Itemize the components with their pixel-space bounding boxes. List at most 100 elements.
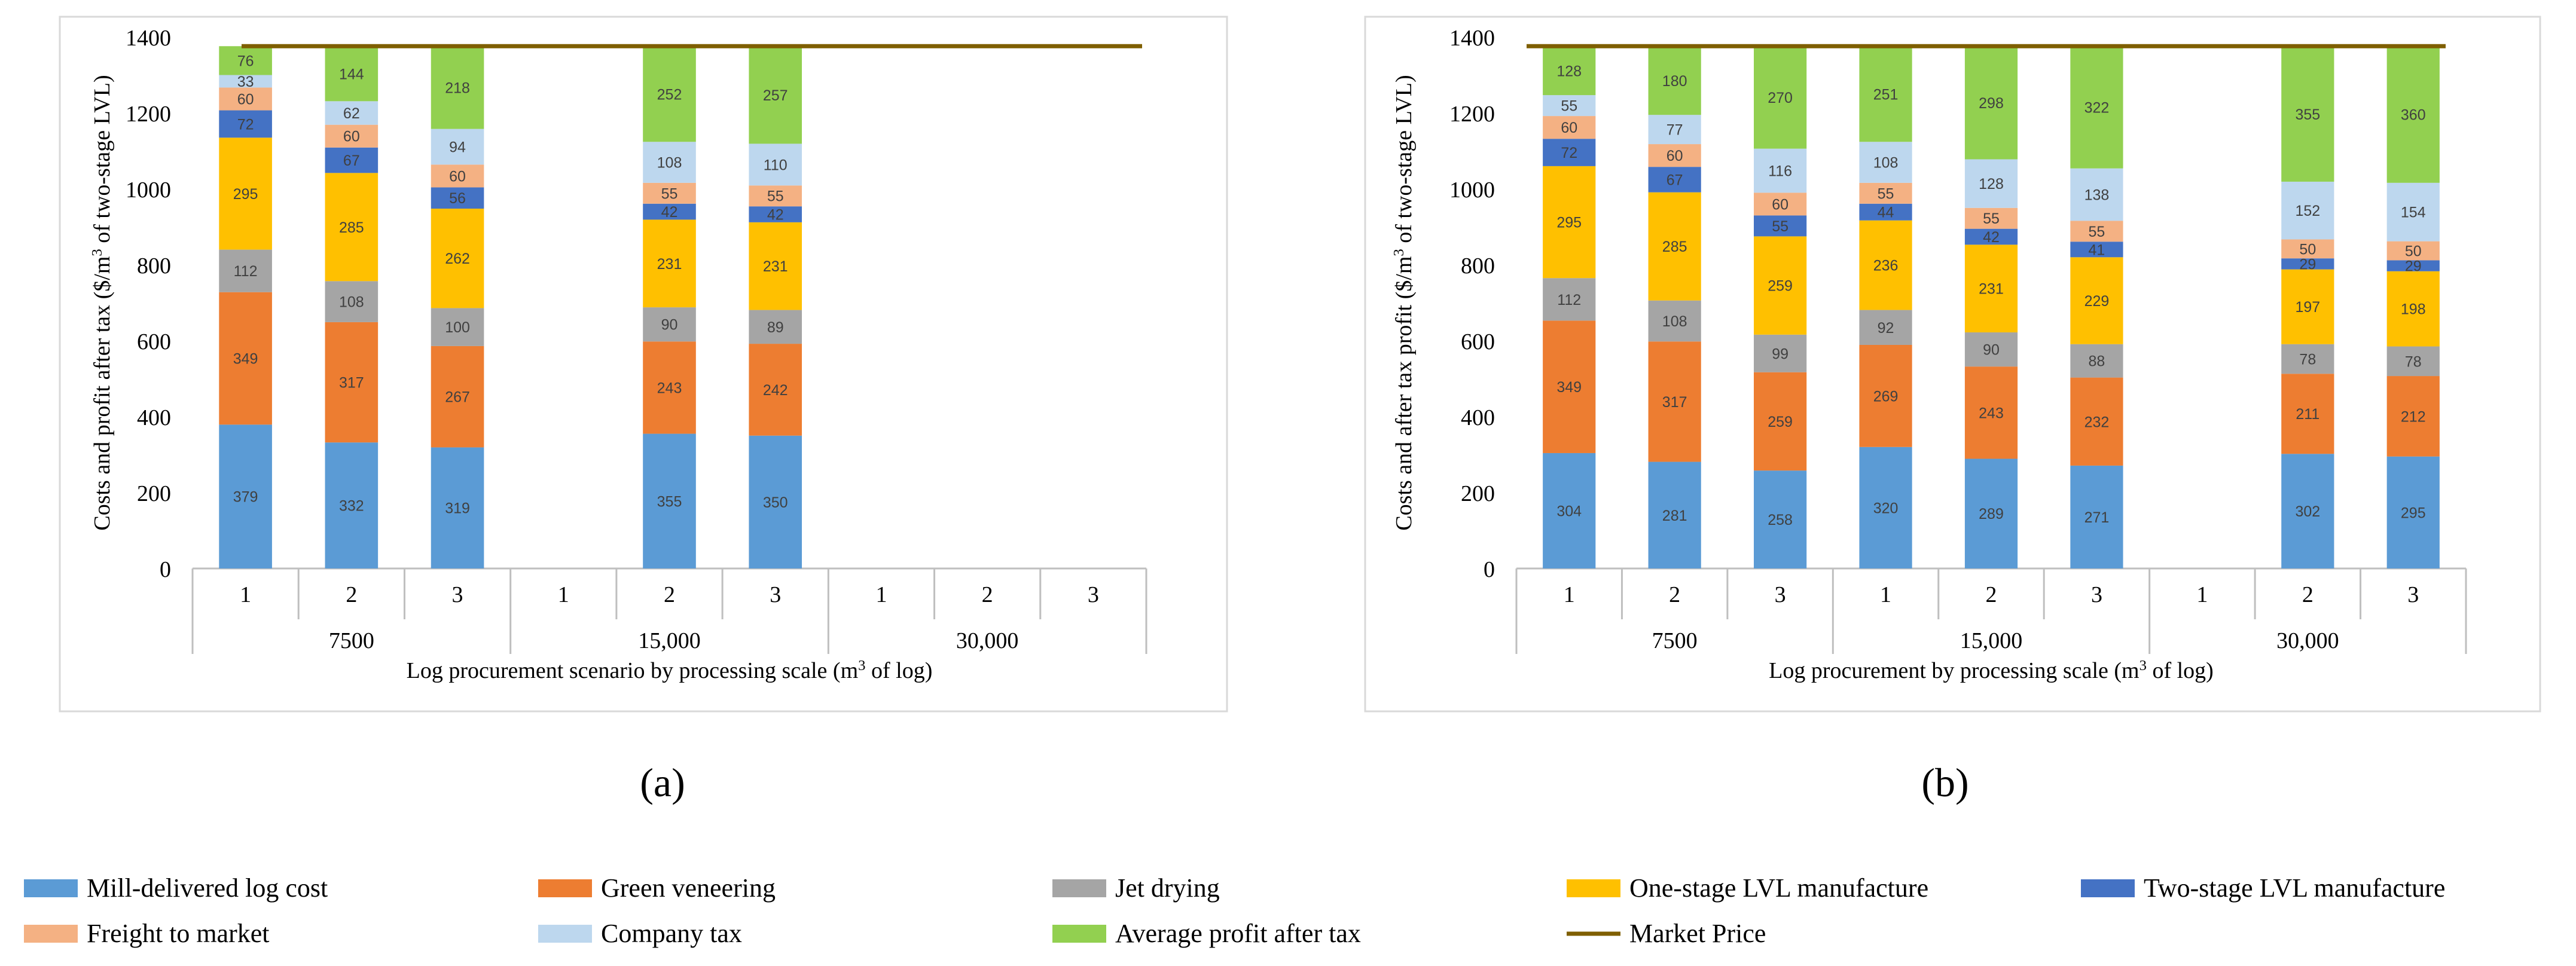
bar-segment: [219, 292, 272, 425]
bar-segment: [1543, 320, 1596, 453]
bar-segment: [2070, 46, 2123, 169]
data-label: 198: [2401, 301, 2426, 318]
group-label: 15,000: [638, 628, 701, 653]
data-label: 77: [1667, 122, 1683, 139]
bar-segment: [2386, 182, 2440, 242]
figure-label-b: (b): [1921, 760, 1968, 805]
y-axis-title-part: 3: [89, 249, 105, 256]
data-label: 112: [1557, 292, 1581, 308]
data-label: 285: [1662, 239, 1687, 255]
bar-segment: [643, 219, 696, 308]
data-label: 360: [2401, 107, 2426, 124]
bar-segment: [2386, 346, 2440, 377]
legend-label: Green veneering: [601, 873, 776, 903]
data-label: 271: [2084, 509, 2110, 526]
x-tick-label: 1: [2196, 582, 2208, 607]
bar-segment: [325, 442, 379, 568]
bar-segment: [431, 187, 484, 209]
data-label: 108: [1662, 313, 1687, 330]
data-label: 251: [1873, 87, 1899, 103]
data-label: 55: [1561, 98, 1577, 115]
data-label: 72: [1561, 145, 1577, 161]
data-label: 42: [661, 204, 678, 221]
bar-segment: [2281, 181, 2334, 240]
data-label: 60: [343, 129, 360, 145]
bar-segment: [431, 46, 484, 129]
group-label: 7500: [329, 628, 374, 653]
data-label: 355: [2295, 106, 2320, 123]
legend-label: Market Price: [1629, 919, 1766, 948]
data-label: 317: [339, 375, 364, 392]
bar-segment: [1964, 458, 2018, 568]
data-label: 285: [339, 219, 364, 236]
bar-segment: [2386, 46, 2440, 183]
x-tick-label: 1: [875, 582, 887, 607]
data-label: 259: [1768, 414, 1793, 430]
bar-segment: [431, 447, 484, 568]
y-tick-label: 800: [137, 253, 171, 279]
bar-segment: [1754, 192, 1807, 216]
data-label: 55: [1772, 218, 1788, 235]
y-axis-title: Costs and profit after tax ($/m3 of two-…: [89, 75, 115, 530]
y-tick-label: 800: [1461, 253, 1495, 279]
data-label: 128: [1979, 176, 2004, 192]
data-label: 94: [449, 139, 466, 156]
data-label: 33: [237, 74, 254, 90]
bar-segment: [431, 209, 484, 308]
y-tick-label: 1400: [1449, 26, 1495, 51]
y-axis-title-part: 3: [1391, 249, 1407, 256]
bar-segment: [2281, 269, 2334, 344]
bar-segment: [2386, 241, 2440, 261]
bar-segment: [643, 341, 696, 434]
data-label: 62: [343, 105, 360, 122]
y-tick-label: 0: [1484, 557, 1495, 582]
legend-swatch: [1567, 879, 1620, 897]
x-tick-label: 3: [770, 582, 781, 607]
data-label: 89: [767, 319, 784, 336]
data-label: 379: [233, 489, 258, 506]
data-label: 259: [1768, 278, 1793, 295]
bar-segment: [643, 46, 696, 142]
data-label: 295: [1556, 215, 1582, 231]
legend: Mill-delivered log cost Green veneering Je…: [24, 873, 2445, 948]
bar-segment: [219, 75, 272, 88]
bar-segment: [1754, 470, 1807, 568]
data-label: 55: [661, 185, 678, 202]
bar-segment: [431, 308, 484, 346]
bar-segment: [325, 322, 379, 443]
bar-segment: [2070, 257, 2123, 344]
data-label: 211: [2296, 406, 2319, 423]
bar-segment: [749, 310, 802, 344]
data-label: 152: [2295, 203, 2320, 219]
bar-segment: [2070, 242, 2123, 258]
data-label: 50: [2405, 243, 2422, 260]
bar-segment: [1964, 228, 2018, 245]
bar-segment: [219, 424, 272, 568]
data-label: 88: [2089, 353, 2105, 370]
data-label: 110: [764, 157, 788, 173]
data-label: 154: [2401, 204, 2426, 221]
bar-segment: [2386, 260, 2440, 271]
group-label: 30,000: [2276, 628, 2339, 653]
data-label: 92: [1878, 320, 1894, 337]
data-label: 281: [1662, 508, 1687, 524]
bar-segment: [1648, 115, 1701, 145]
legend-label: Average profit after tax: [1115, 919, 1361, 948]
bar-segment: [1648, 46, 1701, 115]
bar-segment: [325, 46, 379, 102]
data-label: 72: [237, 116, 254, 133]
x-axis-title-part: Log procurement scenario by processing s…: [407, 658, 859, 683]
legend-swatch: [1052, 879, 1106, 897]
data-label: 60: [1667, 148, 1683, 164]
x-axis-title-part: 3: [2139, 658, 2147, 674]
legend-label: One-stage LVL manufacture: [1629, 873, 1928, 903]
data-label: 67: [1667, 172, 1683, 188]
bar-segment: [325, 101, 379, 125]
legend-swatch: [538, 879, 592, 897]
bar-segment: [643, 307, 696, 342]
x-axis-title-part: of log): [2147, 658, 2214, 683]
data-label: 90: [1983, 342, 2000, 359]
data-label: 112: [234, 263, 258, 280]
bar-segment: [2281, 47, 2334, 182]
y-tick-label: 200: [1461, 481, 1495, 506]
